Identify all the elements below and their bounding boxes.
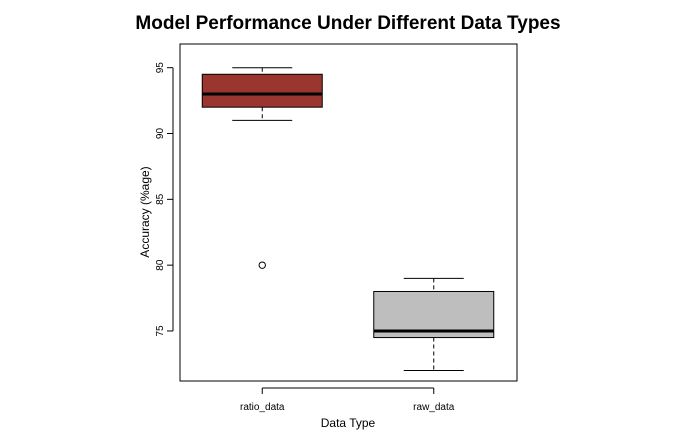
x-tick-label: ratio_data	[240, 402, 285, 413]
chart-title: Model Performance Under Different Data T…	[135, 13, 560, 34]
plot-frame	[179, 43, 518, 382]
box-raw_data	[373, 277, 495, 371]
y-tick-label: 95	[155, 62, 166, 74]
y-tick-label: 90	[155, 128, 166, 140]
x-axis: ratio_data raw_data	[240, 387, 455, 413]
y-axis-label: Accuracy (%age)	[138, 166, 152, 257]
box-ratio_data	[201, 67, 323, 269]
x-tick-label: raw_data	[413, 402, 455, 413]
outlier-point	[258, 261, 266, 269]
y-tick-label: 75	[155, 325, 166, 337]
iqr-box	[201, 73, 323, 108]
y-tick-label: 80	[155, 259, 166, 271]
y-tick-label: 85	[155, 193, 166, 205]
boxes-layer	[201, 67, 495, 371]
x-axis-label: Data Type	[321, 416, 376, 430]
y-axis: 75 80 85 90 95	[155, 62, 174, 337]
